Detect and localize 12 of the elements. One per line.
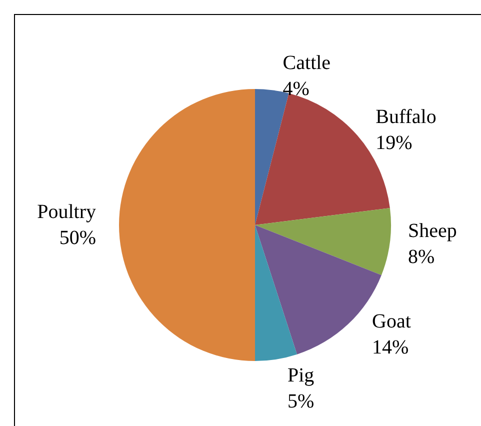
slice-label: Pig bbox=[287, 364, 314, 386]
slice-label: Buffalo bbox=[376, 106, 436, 128]
data-label: 50% bbox=[59, 227, 96, 249]
slice-label: Cattle bbox=[282, 52, 331, 74]
data-label: 8% bbox=[408, 246, 435, 268]
data-label: 5% bbox=[287, 390, 314, 412]
data-label: 4% bbox=[282, 78, 310, 100]
slice-label: Goat bbox=[372, 310, 412, 332]
data-label: 14% bbox=[372, 336, 409, 358]
data-label: 19% bbox=[376, 132, 412, 154]
slice-label: Poultry bbox=[37, 201, 96, 223]
slice-label: Sheep bbox=[408, 220, 457, 242]
